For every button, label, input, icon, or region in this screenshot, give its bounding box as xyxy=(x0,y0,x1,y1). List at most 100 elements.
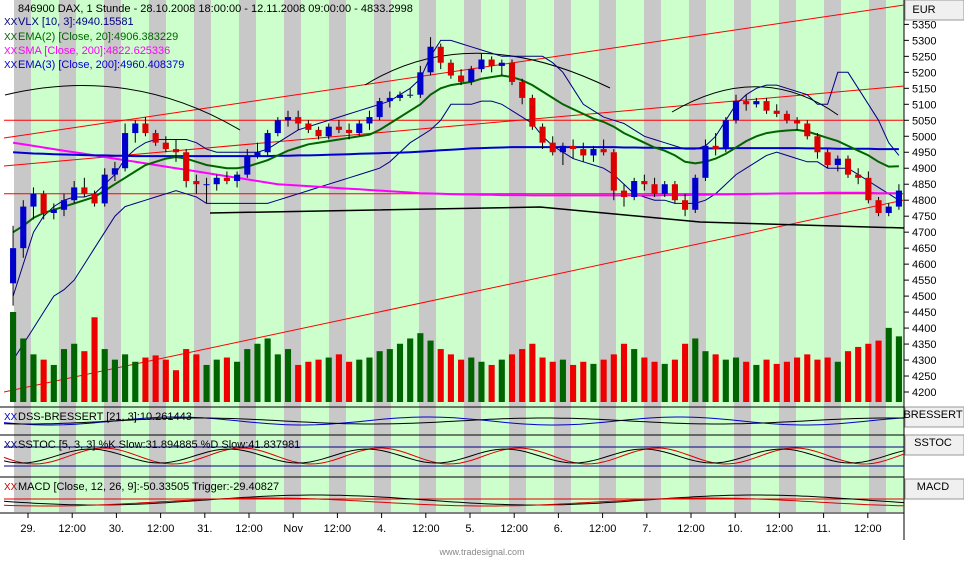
volume-bar xyxy=(804,354,811,402)
volume-bar xyxy=(386,349,393,402)
x-tick-label: 12:00 xyxy=(147,523,175,535)
volume-bar xyxy=(152,355,159,402)
candle-body xyxy=(773,110,780,114)
x-tick-label: 7. xyxy=(642,523,651,535)
y-tick-label: 4650 xyxy=(912,243,936,255)
volume-bar xyxy=(570,364,577,402)
candle-body xyxy=(488,59,495,66)
candle-body xyxy=(335,126,342,130)
volume-bar xyxy=(193,354,200,402)
volume-bar xyxy=(682,343,689,402)
volume-bar xyxy=(865,343,872,402)
x-tick-label: 12:00 xyxy=(235,523,263,535)
volume-bar xyxy=(305,361,312,402)
session-band xyxy=(841,0,869,512)
candle-body xyxy=(753,101,760,105)
dss-signal xyxy=(3,417,905,425)
y-tick-label: 4350 xyxy=(912,339,936,351)
candle-body xyxy=(794,120,801,124)
volume-bar xyxy=(91,317,98,402)
candle-body xyxy=(732,101,740,121)
panel-label-dss: BRESSERT xyxy=(903,409,962,421)
candle-body xyxy=(814,136,821,153)
volume-bar xyxy=(81,351,88,402)
candle-body xyxy=(539,126,546,143)
currency-label: EUR xyxy=(912,4,935,16)
watermark: www.tradesignal.com xyxy=(438,547,524,557)
candle-body xyxy=(519,81,526,98)
legend-vlx[interactable]: VLX [10, 3]:4940.15581 xyxy=(18,16,134,28)
y-tick-label: 5100 xyxy=(912,99,936,111)
session-band xyxy=(571,0,599,512)
volume-bar xyxy=(274,354,281,402)
volume-bar xyxy=(580,361,587,402)
candle-body xyxy=(295,117,302,124)
volume-bar xyxy=(671,359,678,402)
legend-icon-ema20[interactable]: XX xyxy=(4,32,18,43)
legend-icon-sma200[interactable]: XX xyxy=(4,46,18,57)
x-tick-label: 6. xyxy=(554,523,563,535)
macd-trigger xyxy=(3,497,905,507)
candle-body xyxy=(610,152,617,191)
volume-bar xyxy=(295,364,302,402)
candle-body xyxy=(692,177,699,210)
ema20-line xyxy=(12,74,899,234)
candle-body xyxy=(396,94,404,98)
sma200-line xyxy=(12,141,899,197)
volume-bar xyxy=(478,361,485,402)
candle-body xyxy=(600,149,607,153)
x-tick-label: 12:00 xyxy=(677,523,705,535)
session-band xyxy=(779,0,796,512)
volume-bar xyxy=(539,357,546,402)
volume-bar xyxy=(824,357,831,402)
session-band xyxy=(166,0,194,512)
ema200-line xyxy=(13,146,899,158)
volume-bar xyxy=(284,349,292,402)
session-band xyxy=(796,0,824,512)
arc xyxy=(364,52,611,89)
candle-body xyxy=(885,206,892,213)
candles xyxy=(10,37,902,306)
legend-icon-ema200[interactable]: XX xyxy=(4,60,18,71)
candle-body xyxy=(60,200,68,210)
legend-icon-vlx[interactable]: XX xyxy=(4,17,18,28)
candle-body xyxy=(447,62,454,76)
volume-bar xyxy=(743,361,750,402)
legend-sstoc[interactable]: SSTOC [5, 3, 3] %K Slow:31.894885 %D Slo… xyxy=(18,439,300,451)
volume-bar xyxy=(610,354,617,402)
volume-bar xyxy=(356,359,363,402)
candle-body xyxy=(325,126,332,137)
session-band xyxy=(391,0,419,512)
candle-body xyxy=(559,145,566,153)
candle-body xyxy=(81,187,88,194)
candle-body xyxy=(468,69,475,82)
volume-bar xyxy=(661,363,668,402)
volume-bar xyxy=(508,354,516,402)
volume-bar xyxy=(559,359,566,402)
candle-body xyxy=(264,133,271,153)
y-tick-label: 4800 xyxy=(912,195,936,207)
volume-bar xyxy=(855,346,862,402)
session-band xyxy=(239,0,256,512)
channel-top xyxy=(3,4,905,139)
vlx-lower-line xyxy=(12,100,900,361)
legend-icon-macd[interactable]: XX xyxy=(4,482,18,493)
y-tick-label: 4400 xyxy=(912,323,936,335)
legend-macd[interactable]: MACD [Close, 12, 26, 9]:-50.33505 Trigge… xyxy=(18,481,279,493)
legend-icon-sstoc[interactable]: XX xyxy=(4,440,18,451)
legend-ema20[interactable]: EMA(2) [Close, 20]:4906.383229 xyxy=(18,31,178,43)
volume-bar xyxy=(437,349,444,402)
volume-bar xyxy=(254,343,261,402)
legend-ema200[interactable]: EMA(3) [Close, 200]:4960.408379 xyxy=(18,59,184,71)
volume-bar xyxy=(783,361,790,402)
legend-sma200[interactable]: SMA [Close, 200]:4822.625336 xyxy=(18,45,170,57)
volume-bar xyxy=(753,364,760,402)
legend-icon-dss[interactable]: XX xyxy=(4,412,18,423)
y-tick-label: 4900 xyxy=(912,163,936,175)
candle-body xyxy=(508,62,516,82)
volume-bar xyxy=(529,343,536,402)
legend-dss[interactable]: DSS-BRESSERT [21, 3]:10.261443 xyxy=(18,411,192,423)
volume-bar xyxy=(447,354,454,402)
